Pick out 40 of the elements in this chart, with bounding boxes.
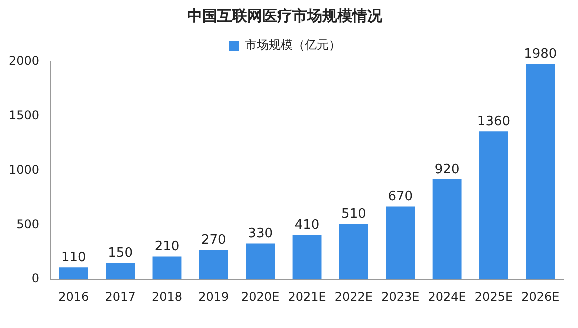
bar <box>59 268 88 280</box>
data-label: 330 <box>248 226 274 242</box>
data-label: 410 <box>294 218 320 233</box>
x-tick-label: 2020E <box>242 290 280 304</box>
bar <box>339 224 368 280</box>
bar <box>106 263 136 280</box>
data-label: 150 <box>108 246 133 262</box>
y-tick-label: 1500 <box>8 108 40 123</box>
y-tick-label: 0 <box>32 272 40 286</box>
bar <box>199 250 228 280</box>
bar <box>432 180 462 280</box>
data-label: 920 <box>434 162 460 178</box>
data-label: 270 <box>202 233 226 248</box>
x-tick-label: 2025E <box>474 290 514 304</box>
bar <box>292 234 322 280</box>
legend-label: 市场规模（亿元） <box>245 38 341 52</box>
x-tick-label: 2016 <box>58 290 90 304</box>
x-tick-label: 2017 <box>105 290 136 304</box>
bar <box>480 132 508 280</box>
data-label: 1980 <box>524 47 558 62</box>
chart-title: 中国互联网医疗市场规模情况 <box>188 6 384 25</box>
data-label: 510 <box>342 206 366 222</box>
x-tick-label: 2022E <box>334 290 374 304</box>
data-label: 210 <box>154 240 180 255</box>
y-tick-label: 500 <box>16 217 40 232</box>
bar <box>246 244 276 280</box>
bar <box>526 64 556 280</box>
data-label: 110 <box>61 250 86 266</box>
x-tick-label: 2024E <box>428 290 466 304</box>
x-tick-label: 2019 <box>198 290 230 304</box>
y-tick-label: 1000 <box>8 162 40 177</box>
x-tick-label: 2023E <box>382 290 420 304</box>
x-tick-label: 2021E <box>288 290 326 304</box>
y-tick-label: 2000 <box>8 54 40 68</box>
x-tick-label: 2026E <box>522 290 560 304</box>
bar <box>152 256 182 280</box>
data-label: 1360 <box>477 114 511 130</box>
x-tick-label: 2018 <box>152 290 183 304</box>
data-label: 670 <box>388 190 414 205</box>
bar <box>386 206 416 280</box>
